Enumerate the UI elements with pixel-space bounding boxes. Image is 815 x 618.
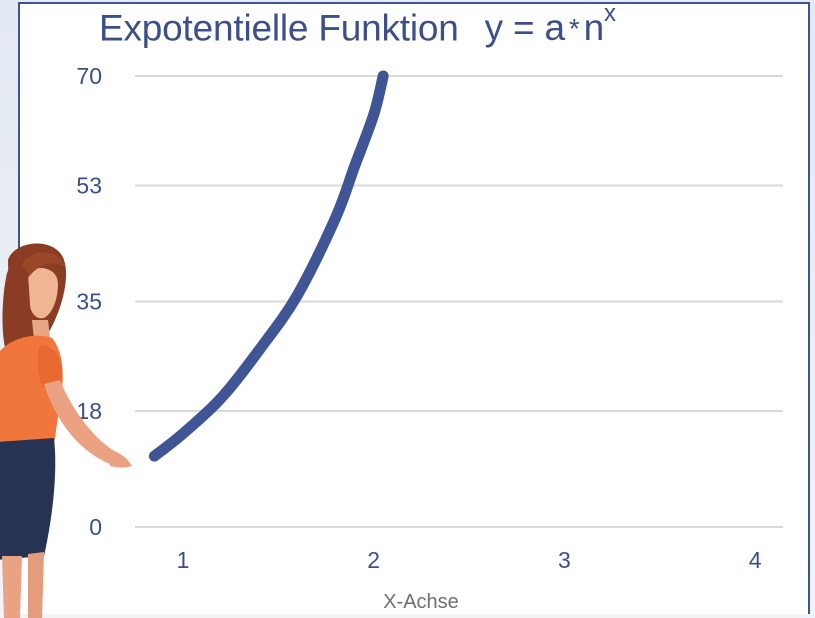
x-tick-label: 4 [749, 547, 762, 573]
formula-exponent: x [604, 0, 616, 27]
x-tick-label: 3 [558, 547, 571, 573]
x-tick-label: 1 [177, 547, 190, 573]
y-tick-label: 0 [89, 514, 102, 540]
chart-title: Expotentielle Funktion y = a * nx [99, 0, 616, 49]
chart-title-text: Expotentielle Funktion [99, 7, 459, 49]
woman-pointing-illustration [0, 243, 132, 618]
y-tick-label: 35 [76, 289, 102, 315]
chart-card [18, 2, 810, 614]
chart-title-formula: y = a * nx [484, 0, 616, 49]
series-line-0 [148, 70, 389, 462]
formula-base: n [583, 7, 605, 49]
series-layer [148, 70, 389, 462]
y-tick-label: 53 [76, 173, 102, 199]
formula-operator: * [568, 13, 580, 45]
grid-lines [135, 75, 783, 528]
formula-lhs: y = a [484, 7, 565, 49]
x-axis-title: X-Achse [383, 591, 459, 613]
x-tick-label: 2 [367, 547, 380, 573]
y-tick-label: 70 [76, 63, 102, 89]
x-axis-ticks: 1 2 3 4 [177, 547, 762, 573]
